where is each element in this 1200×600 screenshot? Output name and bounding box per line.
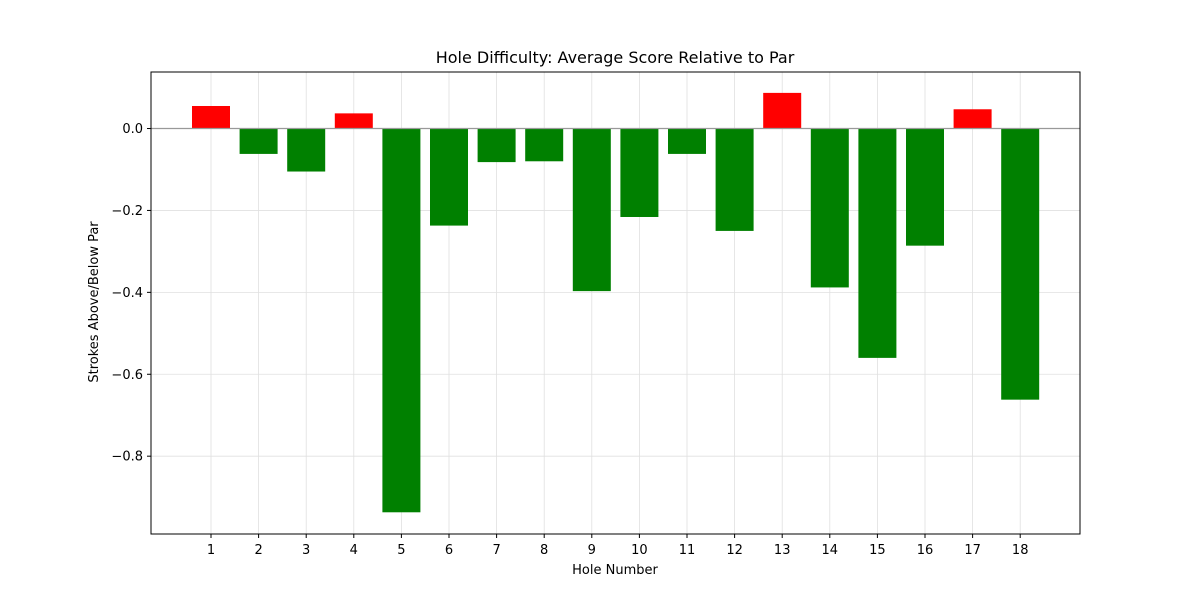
y-tick-label: −0.6 xyxy=(111,368,143,383)
bar-hole-12 xyxy=(715,128,754,231)
x-tick-label: 16 xyxy=(917,543,934,558)
bar-hole-7 xyxy=(477,128,516,163)
x-tick-label: 2 xyxy=(254,543,262,558)
x-tick-label: 7 xyxy=(492,543,500,558)
plot-area-frame xyxy=(150,71,1081,535)
chart-title: Hole Difficulty: Average Score Relative … xyxy=(436,48,795,67)
bar-hole-6 xyxy=(430,128,468,226)
x-tick-label: 6 xyxy=(445,543,453,558)
bar-hole-3 xyxy=(287,128,326,172)
bar-hole-11 xyxy=(668,128,706,154)
y-axis-ticks: 0.0 −0.2 −0.4 −0.6 −0.8 xyxy=(111,122,151,465)
x-tick-label: 1 xyxy=(207,543,215,558)
x-axis-ticks: 1 2 3 4 5 6 7 8 9 10 11 12 13 14 15 16 17 18 xyxy=(207,534,1029,558)
x-tick-label: 14 xyxy=(822,543,839,558)
bar-hole-4 xyxy=(334,113,373,129)
x-tick-label: 10 xyxy=(631,543,648,558)
y-tick-label: −0.2 xyxy=(111,204,143,219)
x-axis-label: Hole Number xyxy=(572,563,658,578)
x-tick-label: 9 xyxy=(588,543,596,558)
bar-hole-16 xyxy=(906,128,944,246)
bar-hole-18 xyxy=(1001,128,1040,400)
y-tick-label: −0.4 xyxy=(111,286,143,301)
x-tick-label: 18 xyxy=(1012,543,1029,558)
x-tick-label: 13 xyxy=(774,543,791,558)
x-tick-label: 12 xyxy=(726,543,743,558)
bar-hole-9 xyxy=(572,128,611,292)
bar-hole-13 xyxy=(763,92,802,129)
bar-hole-15 xyxy=(858,128,897,358)
x-tick-label: 15 xyxy=(869,543,886,558)
x-tick-label: 17 xyxy=(964,543,981,558)
bar-hole-8 xyxy=(525,128,564,162)
y-tick-label: −0.8 xyxy=(111,450,143,465)
bar-hole-17 xyxy=(953,109,992,129)
bars xyxy=(192,92,1040,513)
x-tick-label: 4 xyxy=(350,543,358,558)
bar-hole-10 xyxy=(620,128,659,217)
x-tick-label: 3 xyxy=(302,543,310,558)
bar-hole-14 xyxy=(810,128,849,288)
x-tick-label: 5 xyxy=(397,543,405,558)
bar-hole-2 xyxy=(239,128,278,154)
y-tick-label: 0.0 xyxy=(122,122,143,137)
bar-hole-1 xyxy=(192,105,230,129)
x-tick-label: 11 xyxy=(679,543,696,558)
x-tick-label: 8 xyxy=(540,543,548,558)
bar-hole-5 xyxy=(382,128,421,513)
y-axis-label: Strokes Above/Below Par xyxy=(87,221,102,383)
